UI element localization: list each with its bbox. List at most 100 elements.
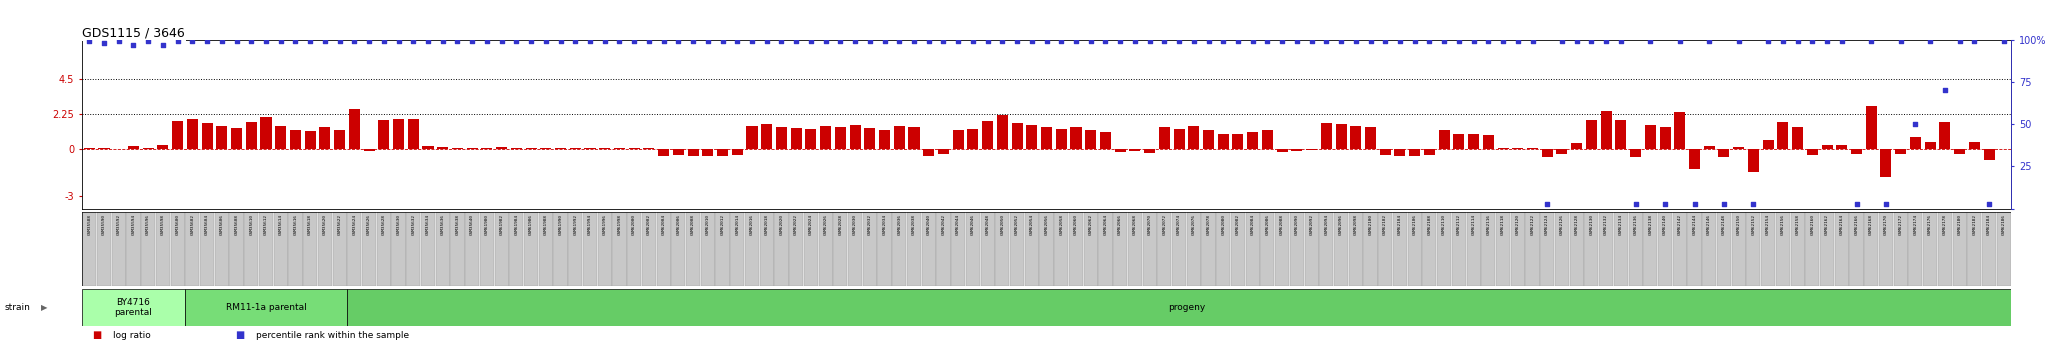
Text: GSM62138: GSM62138 (1649, 214, 1653, 235)
Bar (436, 147, 449, 149)
Bar (1366, 127, 1376, 149)
Point (1561, 39, 1593, 44)
Bar (496, 147, 508, 149)
Point (1708, 201, 1741, 206)
Bar (172, 121, 182, 149)
Bar (289, 212, 303, 286)
Bar (950, 212, 965, 286)
Point (707, 39, 739, 44)
Point (1972, 201, 2005, 206)
Text: GSM62052: GSM62052 (1016, 214, 1020, 235)
Point (735, 39, 768, 44)
Point (1649, 201, 1681, 206)
Bar (510, 212, 524, 286)
Point (1929, 88, 1962, 93)
Bar (1290, 212, 1305, 286)
Bar (1040, 127, 1053, 149)
Text: GSM62058: GSM62058 (1059, 214, 1063, 235)
Bar (1145, 149, 1155, 153)
Point (1634, 39, 1667, 44)
Text: GSM35594: GSM35594 (131, 214, 135, 235)
Bar (805, 129, 817, 149)
Bar (1673, 212, 1688, 286)
Bar (1202, 212, 1217, 286)
Text: GSM62142: GSM62142 (1677, 214, 1681, 235)
Point (74, 39, 106, 44)
Bar (1909, 212, 1923, 286)
Bar (1849, 212, 1864, 286)
Text: GSM62108: GSM62108 (1427, 214, 1432, 235)
Bar (258, 212, 272, 286)
Bar (819, 126, 831, 149)
Bar (113, 212, 125, 286)
Bar (1024, 212, 1038, 286)
Bar (731, 149, 743, 155)
Text: GSM62122: GSM62122 (1530, 214, 1534, 235)
Point (928, 39, 961, 44)
Point (956, 39, 989, 44)
Point (971, 39, 1004, 44)
Bar (348, 212, 360, 286)
Text: GSM62118: GSM62118 (1501, 214, 1505, 235)
Text: GSM62124: GSM62124 (1546, 214, 1548, 235)
Bar (1866, 106, 1876, 149)
Text: GSM62100: GSM62100 (1368, 214, 1372, 235)
Text: GSM62006: GSM62006 (676, 214, 680, 235)
Text: GSM62176: GSM62176 (1927, 214, 1931, 235)
Point (618, 39, 651, 44)
Bar (332, 212, 346, 286)
Point (840, 39, 872, 44)
Text: GSM35600: GSM35600 (176, 214, 180, 235)
Point (633, 39, 666, 44)
Point (131, 39, 164, 44)
Text: GSM62116: GSM62116 (1487, 214, 1491, 235)
Text: GSM62018: GSM62018 (764, 214, 768, 235)
Bar (788, 212, 803, 286)
Point (426, 39, 459, 44)
Point (1458, 39, 1491, 44)
Bar (1350, 126, 1362, 149)
Point (440, 39, 473, 44)
Bar (348, 109, 360, 149)
Bar (995, 212, 1010, 286)
Bar (555, 148, 565, 149)
Text: GSM62066: GSM62066 (1118, 214, 1122, 235)
Text: ■: ■ (236, 330, 246, 340)
Text: GSM62156: GSM62156 (1782, 214, 1786, 235)
Bar (1718, 149, 1729, 157)
Text: GSM62030: GSM62030 (854, 214, 856, 235)
Point (1221, 39, 1253, 44)
Point (1059, 39, 1092, 44)
Bar (1083, 212, 1098, 286)
Text: GSM61988: GSM61988 (545, 214, 547, 235)
Point (1855, 39, 1888, 44)
Bar (1350, 212, 1362, 286)
Point (1427, 39, 1460, 44)
Text: GSM62014: GSM62014 (735, 214, 739, 235)
Bar (391, 212, 406, 286)
Bar (1186, 212, 1200, 286)
Bar (600, 148, 610, 149)
Text: GSM62186: GSM62186 (2001, 214, 2005, 235)
Text: GSM62080: GSM62080 (1221, 214, 1225, 235)
Bar (1614, 212, 1628, 286)
Bar (1864, 212, 1878, 286)
Bar (1143, 212, 1157, 286)
Bar (567, 212, 582, 286)
Text: GSM61996: GSM61996 (602, 214, 606, 235)
Text: GSM62172: GSM62172 (1898, 214, 1903, 235)
Text: GSM61980: GSM61980 (485, 214, 489, 235)
Bar (1790, 212, 1804, 286)
Bar (1395, 149, 1405, 156)
Text: GSM35614: GSM35614 (279, 214, 283, 235)
Bar (1364, 212, 1378, 286)
Bar (1100, 132, 1110, 149)
Point (1339, 39, 1372, 44)
Bar (82, 212, 96, 286)
Text: GSM62016: GSM62016 (750, 214, 754, 235)
Bar (1055, 129, 1067, 149)
Bar (641, 212, 655, 286)
Bar (981, 212, 995, 286)
Point (1311, 39, 1343, 44)
Text: GSM62158: GSM62158 (1796, 214, 1800, 235)
